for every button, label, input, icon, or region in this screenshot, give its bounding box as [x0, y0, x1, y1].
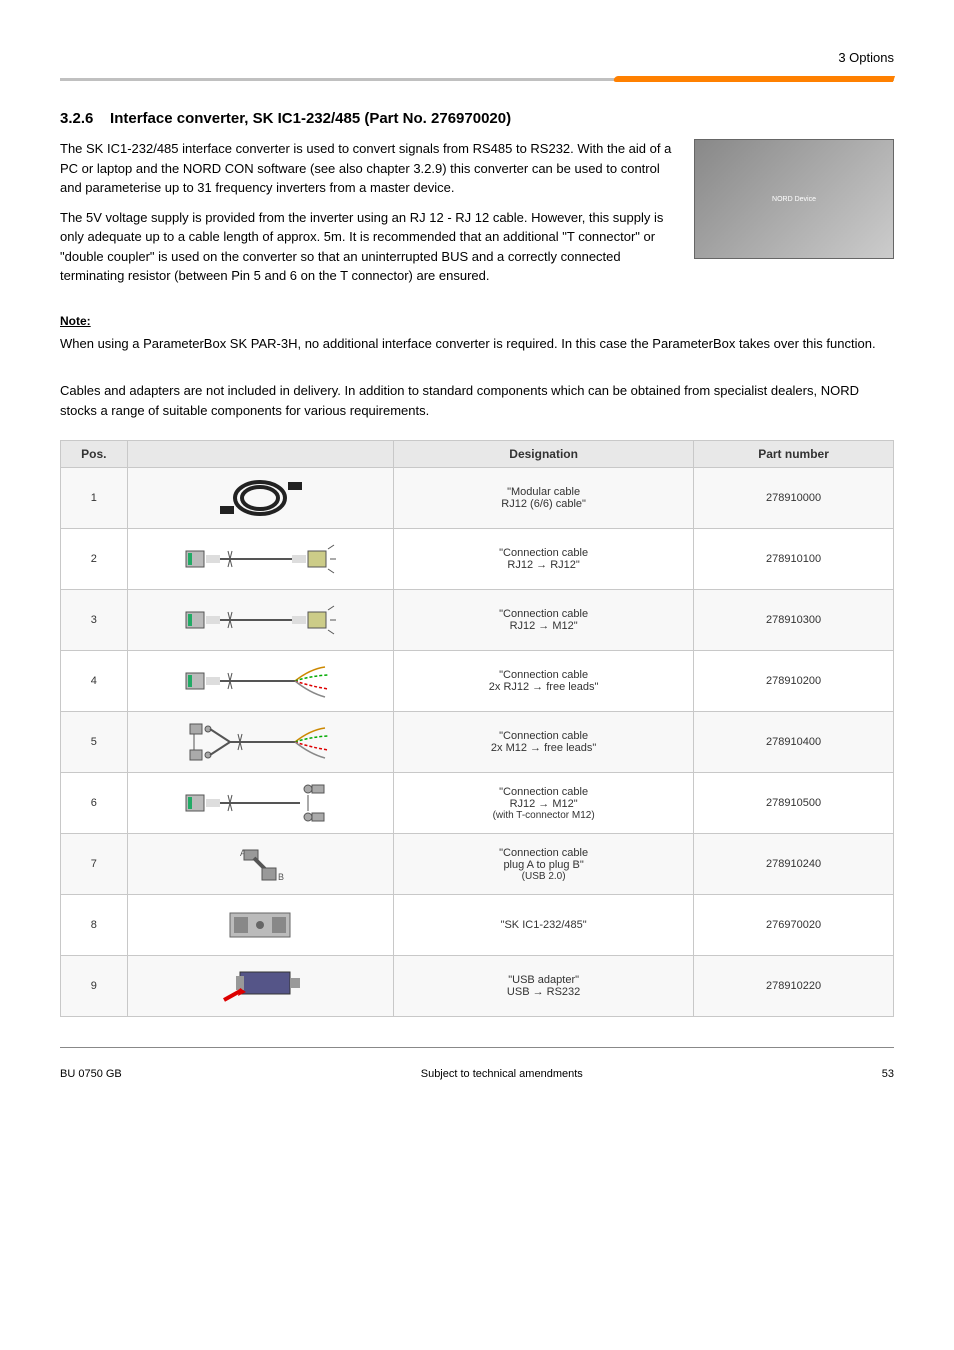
table-row: 8 "SK IC1-232/485" 276970020 [61, 895, 894, 956]
header-section-text: 3 Options [838, 50, 894, 65]
table-row: 3 [61, 590, 894, 651]
cell-pos: 9 [61, 956, 128, 1017]
table-row: 5 [61, 712, 894, 773]
cell-desig: "USB adapter" USB → RS232 [394, 956, 694, 1017]
cell-pos: 3 [61, 590, 128, 651]
note-text: When using a ParameterBox SK PAR-3H, no … [60, 334, 894, 354]
cable-coiled-icon [180, 478, 340, 518]
col-header-img [127, 441, 394, 468]
cell-pos: 5 [61, 712, 128, 773]
cell-part: 276970020 [694, 895, 894, 956]
section-title-text: Interface converter, SK IC1-232/485 (Par… [110, 110, 511, 127]
cell-desig: "Connection cable RJ12 → M12" (with T-co… [394, 773, 694, 834]
device-photo: NORD Device [694, 139, 894, 259]
cell-desig: "Connection cable RJ12 → M12" [394, 590, 694, 651]
cell-desig: "Connection cable 2x RJ12 → free leads" [394, 651, 694, 712]
table-header-row: Pos. Designation Part number [61, 441, 894, 468]
cell-img [127, 956, 394, 1017]
section-number: 3.2.6 [60, 110, 93, 127]
footer-center: Subject to technical amendments [421, 1068, 583, 1080]
table-row: 6 [61, 773, 894, 834]
cell-part: 278910240 [694, 834, 894, 895]
footer-right: 53 [882, 1068, 894, 1080]
usb-adapter-icon [180, 966, 340, 1006]
cell-img [127, 590, 394, 651]
cell-part: 278910200 [694, 651, 894, 712]
section-heading: 3.2.6 Interface converter, SK IC1-232/48… [60, 110, 894, 127]
cell-part: 278910220 [694, 956, 894, 1017]
cell-img [127, 712, 394, 773]
table-row: 4 [61, 651, 894, 712]
cell-pos: 8 [61, 895, 128, 956]
cell-img [127, 529, 394, 590]
page-header: 3 Options [60, 50, 894, 90]
cell-part: 278910500 [694, 773, 894, 834]
cable-rj12-free-icon [180, 661, 340, 701]
svg-text:B: B [278, 872, 284, 882]
col-header-desig: Designation [394, 441, 694, 468]
page-footer: BU 0750 GB Subject to technical amendmen… [60, 1047, 894, 1080]
col-header-part: Part number [694, 441, 894, 468]
cell-desig: "Modular cable RJ12 (6/6) cable" [394, 468, 694, 529]
cell-desig: "Connection cable RJ12 → RJ12" [394, 529, 694, 590]
col-header-pos: Pos. [61, 441, 128, 468]
note-label: Note: [60, 314, 894, 328]
table-row: 9 "USB adapter" USB → RS232 278910220 [61, 956, 894, 1017]
converter-box-icon [180, 905, 340, 945]
table-row: 7 A B "Connection cable plug A to plug B… [61, 834, 894, 895]
footer-left: BU 0750 GB [60, 1068, 122, 1080]
cell-pos: 4 [61, 651, 128, 712]
cell-pos: 7 [61, 834, 128, 895]
cell-desig: "SK IC1-232/485" [394, 895, 694, 956]
table-row: 1 "Modular cable RJ12 (6/6) cable" 27891… [61, 468, 894, 529]
cell-part: 278910300 [694, 590, 894, 651]
parts-table: Pos. Designation Part number 1 " [60, 440, 894, 1017]
usb-cable-icon: A B [180, 844, 340, 884]
cell-img: A B [127, 834, 394, 895]
cell-desig: "Connection cable 2x M12 → free leads" [394, 712, 694, 773]
cell-part: 278910000 [694, 468, 894, 529]
cable-rj12-rj12-icon [180, 539, 340, 579]
cable-rj12-m12-icon [180, 600, 340, 640]
cell-part: 278910400 [694, 712, 894, 773]
cell-img [127, 651, 394, 712]
cell-img [127, 773, 394, 834]
cell-img [127, 895, 394, 956]
table-intro-text: Cables and adapters are not included in … [60, 381, 894, 420]
cable-m12-free-icon [180, 722, 340, 762]
cell-pos: 2 [61, 529, 128, 590]
cell-pos: 1 [61, 468, 128, 529]
cable-rj12-m12-t-icon [180, 783, 340, 823]
cell-part: 278910100 [694, 529, 894, 590]
table-row: 2 [61, 529, 894, 590]
header-swoosh [613, 76, 895, 82]
cell-img [127, 468, 394, 529]
cell-desig: "Connection cable plug A to plug B" (USB… [394, 834, 694, 895]
cell-pos: 6 [61, 773, 128, 834]
